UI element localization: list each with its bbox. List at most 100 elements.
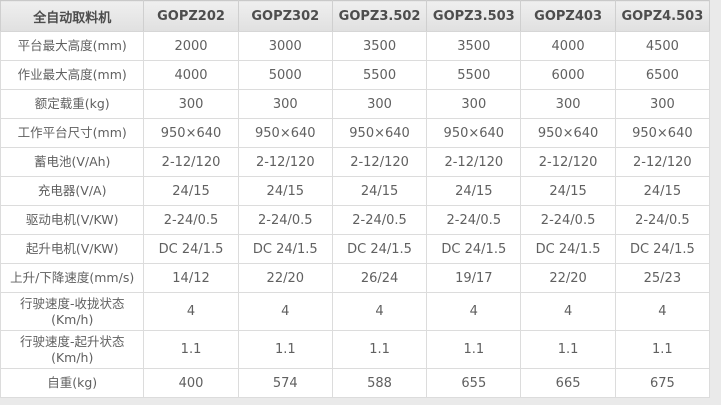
spec-value-cell: 22/20	[237, 263, 333, 293]
table-row: 作业最大高度(mm) 4000 5000 5500 5500 6000 6500	[0, 60, 711, 90]
spec-value-cell: 2-12/120	[520, 147, 616, 177]
spec-value-cell: 6500	[614, 60, 711, 90]
spec-value-cell: 2-12/120	[426, 147, 522, 177]
spec-value-cell: 4	[614, 292, 711, 331]
column-header-gopz4503: GOPZ4.503	[614, 0, 711, 32]
spec-value-cell: 4000	[520, 31, 616, 61]
spec-value-cell: 24/15	[614, 176, 711, 206]
spec-value-cell: 2-12/120	[237, 147, 333, 177]
row-label: 蓄电池(V/Ah)	[0, 147, 145, 177]
spec-value-cell: 24/15	[237, 176, 333, 206]
spec-value-cell: 2-12/120	[331, 147, 428, 177]
row-label: 充电器(V/A)	[0, 176, 145, 206]
table-title-label: 全自动取料机	[33, 10, 112, 26]
table-row: 自重(kg) 400 574 588 655 665 675	[0, 368, 711, 398]
spec-value-cell: DC 24/1.5	[520, 234, 616, 264]
table-row: 行驶速度-收拢状态 (Km/h) 4 4 4 4 4 4	[0, 292, 711, 331]
spec-value-cell: 300	[426, 89, 522, 119]
header-row: 全自动取料机 GOPZ202 GOPZ302 GOPZ3.502 GOPZ3.5…	[0, 0, 711, 32]
spec-value-cell: 2-12/120	[614, 147, 711, 177]
spec-value-cell: 4	[426, 292, 522, 331]
spec-value-cell: 574	[237, 368, 333, 398]
spec-value-cell: 950×640	[331, 118, 428, 148]
spec-table: 全自动取料机 GOPZ202 GOPZ302 GOPZ3.502 GOPZ3.5…	[0, 0, 711, 398]
spec-value-cell: 22/20	[520, 263, 616, 293]
spec-value-cell: 1.1	[520, 330, 616, 369]
spec-value-cell: 300	[143, 89, 239, 119]
spec-value-cell: 4	[520, 292, 616, 331]
column-header-gopz403: GOPZ403	[520, 0, 616, 32]
spec-value-cell: DC 24/1.5	[331, 234, 428, 264]
spec-value-cell: 2-24/0.5	[520, 205, 616, 235]
spec-value-cell: 2-24/0.5	[143, 205, 239, 235]
spec-value-cell: 950×640	[520, 118, 616, 148]
spec-value-cell: 3500	[426, 31, 522, 61]
row-label: 自重(kg)	[0, 368, 145, 398]
spec-value-cell: 950×640	[237, 118, 333, 148]
spec-value-cell: 3500	[331, 31, 428, 61]
spec-value-cell: 4500	[614, 31, 711, 61]
spec-value-cell: 4	[143, 292, 239, 331]
table-row: 充电器(V/A) 24/15 24/15 24/15 24/15 24/15 24/15	[0, 176, 711, 206]
spec-value-cell: 26/24	[331, 263, 428, 293]
table-row: 行驶速度-起升状态 (Km/h) 1.1 1.1 1.1 1.1 1.1 1.1	[0, 330, 711, 369]
spec-value-cell: 5500	[331, 60, 428, 90]
spec-value-cell: 25/23	[614, 263, 711, 293]
spec-value-cell: 950×640	[143, 118, 239, 148]
spec-value-cell: 300	[520, 89, 616, 119]
row-label: 平台最大高度(mm)	[0, 31, 145, 61]
spec-value-cell: 4000	[143, 60, 239, 90]
spec-value-cell: DC 24/1.5	[426, 234, 522, 264]
spec-value-cell: 5000	[237, 60, 333, 90]
spec-value-cell: 24/15	[426, 176, 522, 206]
table-body: 平台最大高度(mm) 2000 3000 3500 3500 4000 4500 作业最大高度…	[0, 31, 711, 398]
row-label: 驱动电机(V/KW)	[0, 205, 145, 235]
table-row: 额定载重(kg) 300 300 300 300 300 300	[0, 89, 711, 119]
spec-value-cell: 24/15	[143, 176, 239, 206]
column-header-gopz3502: GOPZ3.502	[331, 0, 428, 32]
table-row: 平台最大高度(mm) 2000 3000 3500 3500 4000 4500	[0, 31, 711, 61]
row-label: 起升电机(V/KW)	[0, 234, 145, 264]
table-row: 起升电机(V/KW) DC 24/1.5 DC 24/1.5 DC 24/1.5 DC …	[0, 234, 711, 264]
spec-value-cell: DC 24/1.5	[143, 234, 239, 264]
spec-value-cell: 675	[614, 368, 711, 398]
spec-value-cell: 2-24/0.5	[237, 205, 333, 235]
spec-value-cell: 2000	[143, 31, 239, 61]
spec-value-cell: DC 24/1.5	[614, 234, 711, 264]
spec-value-cell: 2-12/120	[143, 147, 239, 177]
spec-value-cell: 2-24/0.5	[426, 205, 522, 235]
spec-value-cell: 400	[143, 368, 239, 398]
spec-value-cell: 300	[331, 89, 428, 119]
spec-value-cell: 1.1	[614, 330, 711, 369]
spec-value-cell: 6000	[520, 60, 616, 90]
spec-value-cell: 2-24/0.5	[331, 205, 428, 235]
spec-value-cell: 300	[614, 89, 711, 119]
spec-value-cell: 24/15	[331, 176, 428, 206]
spec-value-cell: 14/12	[143, 263, 239, 293]
spec-value-cell: 1.1	[426, 330, 522, 369]
table-row: 上升/下降速度(mm/s) 14/12 22/20 26/24 19/17 22/20 25…	[0, 263, 711, 293]
row-label: 额定载重(kg)	[0, 89, 145, 119]
spec-value-cell: 1.1	[143, 330, 239, 369]
spec-value-cell: 1.1	[237, 330, 333, 369]
spec-value-cell: 2-24/0.5	[614, 205, 711, 235]
spec-value-cell: DC 24/1.5	[237, 234, 333, 264]
row-label: 上升/下降速度(mm/s)	[0, 263, 145, 293]
spec-value-cell: 300	[237, 89, 333, 119]
column-header-gopz202: GOPZ202	[143, 0, 239, 32]
table-row: 驱动电机(V/KW) 2-24/0.5 2-24/0.5 2-24/0.5 2-24/0…	[0, 205, 711, 235]
spec-value-cell: 3000	[237, 31, 333, 61]
row-label: 行驶速度-起升状态 (Km/h)	[0, 330, 145, 369]
spec-value-cell: 19/17	[426, 263, 522, 293]
spec-value-cell: 950×640	[426, 118, 522, 148]
spec-value-cell: 24/15	[520, 176, 616, 206]
row-label: 行驶速度-收拢状态 (Km/h)	[0, 292, 145, 331]
table-row: 蓄电池(V/Ah) 2-12/120 2-12/120 2-12/120 2-12/12…	[0, 147, 711, 177]
spec-value-cell: 4	[237, 292, 333, 331]
spec-value-cell: 655	[426, 368, 522, 398]
spec-value-cell: 5500	[426, 60, 522, 90]
spec-value-cell: 1.1	[331, 330, 428, 369]
table-row: 工作平台尺寸(mm) 950×640 950×640 950×640 950×640 95…	[0, 118, 711, 148]
spec-value-cell: 4	[331, 292, 428, 331]
row-label: 作业最大高度(mm)	[0, 60, 145, 90]
